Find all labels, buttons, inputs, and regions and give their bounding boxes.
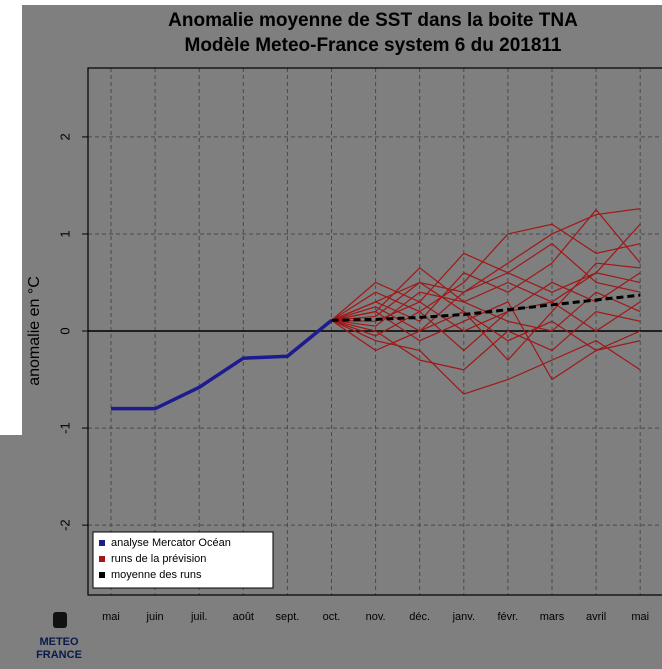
x-tick-label: mai bbox=[631, 611, 649, 623]
run-line bbox=[331, 310, 641, 352]
legend-swatch bbox=[99, 556, 105, 562]
chart-subtitle: Modèle Meteo-France system 6 du 201811 bbox=[185, 35, 562, 56]
logo-text: FRANCE bbox=[36, 649, 82, 661]
run-line bbox=[331, 262, 641, 362]
logo: METEO FRANCE bbox=[36, 612, 82, 661]
x-tick-label: août bbox=[233, 611, 254, 623]
y-tick-label: 2 bbox=[57, 133, 72, 140]
x-tick-label: oct. bbox=[323, 611, 341, 623]
x-tick-label: nov. bbox=[366, 611, 386, 623]
x-tick-label: févr. bbox=[498, 611, 519, 623]
run-line bbox=[331, 319, 641, 395]
margin-strip bbox=[0, 0, 22, 435]
margin-strip bbox=[0, 0, 662, 5]
run-line bbox=[331, 301, 641, 352]
legend-box bbox=[92, 531, 274, 589]
x-tick-label: déc. bbox=[409, 611, 430, 623]
x-tick-label: mars bbox=[540, 611, 565, 623]
x-tick-label: sept. bbox=[275, 611, 299, 623]
y-tick-label: 0 bbox=[57, 327, 72, 334]
x-tick-label: juil. bbox=[190, 611, 208, 623]
y-tick-label: 1 bbox=[57, 230, 72, 237]
logo-icon bbox=[53, 612, 67, 628]
y-tick-label: -1 bbox=[57, 422, 72, 434]
plot-frame bbox=[87, 67, 662, 596]
legend-swatch bbox=[99, 540, 105, 546]
run-line bbox=[331, 223, 641, 321]
analysis-line bbox=[111, 318, 333, 411]
x-tick-label: juin bbox=[146, 611, 164, 623]
legend-label: runs de la prévision bbox=[111, 553, 206, 565]
logo-text: METEO bbox=[39, 636, 79, 648]
legend-label: analyse Mercator Océan bbox=[111, 537, 231, 549]
run-line bbox=[331, 223, 641, 321]
mean-line bbox=[331, 293, 641, 322]
x-tick-label: mai bbox=[102, 611, 120, 623]
x-tick-label: avril bbox=[586, 611, 606, 623]
y-axis-label: anomalie en °C bbox=[26, 276, 43, 386]
chart-title: Anomalie moyenne de SST dans la boite TN… bbox=[168, 10, 578, 31]
run-line bbox=[331, 310, 641, 371]
legend-label: moyenne des runs bbox=[111, 569, 202, 581]
x-tick-label: janv. bbox=[452, 611, 475, 623]
y-tick-label: -2 bbox=[57, 519, 72, 531]
legend-swatch bbox=[99, 572, 105, 578]
